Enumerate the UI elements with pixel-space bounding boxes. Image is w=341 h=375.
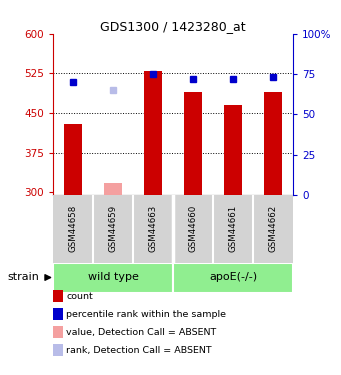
Bar bbox=[184, 92, 202, 195]
Text: percentile rank within the sample: percentile rank within the sample bbox=[66, 310, 226, 319]
Bar bbox=[53, 262, 173, 292]
Text: GSM44661: GSM44661 bbox=[229, 205, 238, 252]
Text: strain: strain bbox=[8, 273, 39, 282]
Bar bbox=[173, 262, 293, 292]
Text: value, Detection Call = ABSENT: value, Detection Call = ABSENT bbox=[66, 328, 217, 337]
Text: wild type: wild type bbox=[88, 273, 138, 282]
Text: GSM44663: GSM44663 bbox=[149, 205, 158, 252]
Text: apoE(-/-): apoE(-/-) bbox=[209, 273, 257, 282]
Title: GDS1300 / 1423280_at: GDS1300 / 1423280_at bbox=[100, 20, 246, 33]
Text: GSM44658: GSM44658 bbox=[69, 205, 77, 252]
Bar bbox=[264, 92, 282, 195]
Text: GSM44662: GSM44662 bbox=[269, 205, 278, 252]
Bar bbox=[64, 124, 82, 195]
Text: GSM44660: GSM44660 bbox=[189, 205, 197, 252]
Bar bbox=[144, 71, 162, 195]
Text: GSM44659: GSM44659 bbox=[108, 205, 117, 252]
Text: count: count bbox=[66, 292, 93, 301]
Text: rank, Detection Call = ABSENT: rank, Detection Call = ABSENT bbox=[66, 346, 212, 355]
Bar bbox=[224, 105, 242, 195]
Bar bbox=[104, 183, 122, 195]
